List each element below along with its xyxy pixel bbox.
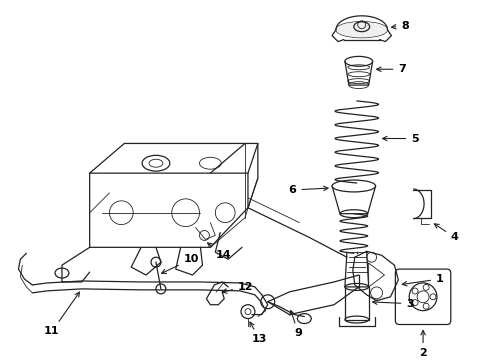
- Text: 14: 14: [208, 243, 231, 260]
- Text: 11: 11: [44, 292, 79, 337]
- Ellipse shape: [336, 22, 388, 37]
- Text: 6: 6: [289, 185, 328, 195]
- Text: 4: 4: [434, 224, 459, 242]
- Text: 8: 8: [392, 21, 409, 31]
- Text: 12: 12: [222, 282, 253, 293]
- Text: 5: 5: [383, 134, 419, 144]
- Text: 10: 10: [162, 254, 199, 273]
- Text: 13: 13: [250, 322, 268, 345]
- Text: 2: 2: [419, 330, 427, 358]
- Text: 3: 3: [373, 299, 414, 309]
- Text: 7: 7: [377, 64, 406, 74]
- Text: 9: 9: [290, 311, 302, 338]
- Text: 1: 1: [402, 274, 443, 286]
